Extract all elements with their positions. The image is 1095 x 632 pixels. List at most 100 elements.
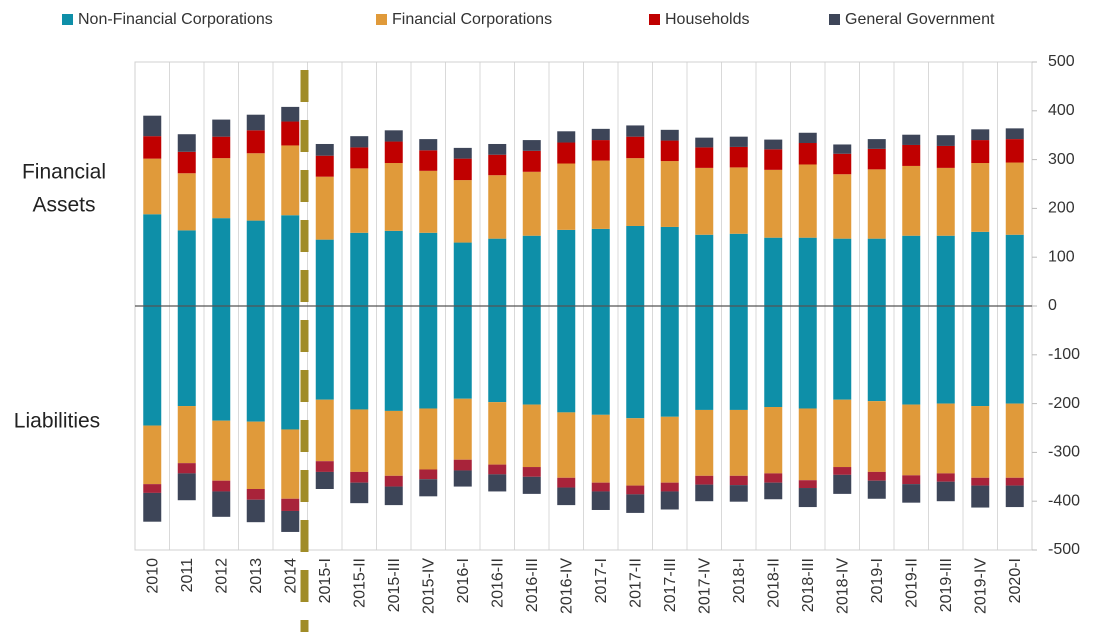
- bar-asset: [212, 119, 231, 137]
- bar-asset: [177, 134, 196, 152]
- bar-liability: [660, 306, 679, 417]
- bar-liability: [764, 482, 783, 500]
- bar-liability: [246, 306, 265, 422]
- x-tick-label: 2015-I: [317, 558, 334, 603]
- bar-asset: [971, 129, 990, 141]
- x-tick-label: 2017-II: [627, 558, 644, 608]
- bar-liability: [143, 484, 162, 493]
- y-tick-label: 0: [1048, 297, 1057, 314]
- bar-asset: [143, 214, 162, 306]
- bar-asset: [729, 136, 748, 147]
- bar-liability: [212, 480, 231, 492]
- x-tick-label: 2019-IV: [972, 558, 989, 614]
- y-tick-label: -500: [1048, 541, 1080, 558]
- bar-liability: [695, 409, 714, 476]
- bar-asset: [350, 136, 369, 148]
- x-tick-label: 2013: [248, 558, 265, 594]
- bar-liability: [522, 404, 541, 468]
- y-tick-label: -300: [1048, 444, 1080, 461]
- bar-liability: [798, 480, 817, 489]
- bar-asset: [281, 215, 300, 306]
- bar-liability: [177, 463, 196, 474]
- legend-label: General Government: [845, 11, 995, 28]
- x-tick-label: 2012: [213, 558, 230, 594]
- bar-asset: [453, 147, 472, 159]
- bar-asset: [419, 150, 438, 171]
- bar-asset: [695, 234, 714, 306]
- bar-asset: [557, 131, 576, 143]
- bar-liability: [971, 406, 990, 478]
- x-tick-label: 2018-IV: [834, 558, 851, 614]
- bar-asset: [591, 128, 610, 141]
- bar-liability: [143, 306, 162, 426]
- bar-liability: [453, 306, 472, 399]
- bar-liability: [488, 464, 507, 475]
- annotation: Liabilities: [14, 410, 100, 433]
- bar-liability: [281, 498, 300, 511]
- bar-asset: [971, 231, 990, 306]
- bar-asset: [591, 228, 610, 306]
- bar-asset: [729, 146, 748, 168]
- bar-asset: [798, 237, 817, 306]
- bar-asset: [246, 114, 265, 131]
- x-tick-label: 2019-II: [903, 558, 920, 608]
- x-tick-label: 2014: [282, 558, 299, 594]
- bar-asset: [557, 142, 576, 164]
- bar-liability: [281, 429, 300, 499]
- bar-liability: [695, 484, 714, 502]
- x-tick-label: 2011: [179, 558, 196, 593]
- x-tick-label: 2020-I: [1007, 558, 1024, 603]
- bar-asset: [936, 167, 955, 236]
- x-tick-label: 2019-I: [869, 558, 886, 603]
- bar-asset: [246, 220, 265, 306]
- bar-liability: [867, 471, 886, 481]
- bar-asset: [522, 150, 541, 172]
- bar-liability: [626, 494, 645, 513]
- bar-liability: [384, 306, 403, 411]
- bar-asset: [660, 226, 679, 306]
- bar-liability: [246, 499, 265, 523]
- x-tick-label: 2018-I: [731, 558, 748, 603]
- bar-asset: [591, 160, 610, 229]
- bar-liability: [591, 306, 610, 415]
- bar-asset: [833, 174, 852, 239]
- x-tick-label: 2016-I: [455, 558, 472, 603]
- bar-asset: [557, 229, 576, 306]
- bar-liability: [143, 492, 162, 522]
- bar-asset: [315, 143, 334, 156]
- bar-asset: [522, 235, 541, 306]
- bar-liability: [764, 407, 783, 474]
- bar-asset: [902, 235, 921, 306]
- y-tick-label: 300: [1048, 151, 1075, 168]
- bar-asset: [764, 237, 783, 306]
- legend-swatch: [649, 14, 660, 25]
- bar-liability: [936, 473, 955, 482]
- x-tick-label: 2010: [144, 558, 161, 594]
- bar-liability: [212, 306, 231, 421]
- bar-asset: [798, 164, 817, 238]
- bar-asset: [902, 144, 921, 166]
- bar-liability: [315, 306, 334, 400]
- bar-liability: [833, 467, 852, 475]
- bar-asset: [246, 130, 265, 154]
- bar-asset: [695, 147, 714, 168]
- bar-liability: [1005, 306, 1024, 404]
- y-tick-label: -100: [1048, 346, 1080, 363]
- x-tick-label: 2019-III: [938, 558, 955, 612]
- bar-asset: [384, 141, 403, 164]
- bar-liability: [315, 461, 334, 472]
- bar-asset: [350, 168, 369, 233]
- x-tick-label: 2016-II: [489, 558, 506, 608]
- bar-asset: [281, 106, 300, 122]
- bar-liability: [384, 486, 403, 506]
- bar-liability: [902, 404, 921, 476]
- bar-liability: [557, 477, 576, 488]
- y-tick-label: 400: [1048, 102, 1075, 119]
- bar-asset: [488, 175, 507, 239]
- bar-liability: [591, 482, 610, 492]
- legend-swatch: [829, 14, 840, 25]
- bar-liability: [833, 399, 852, 468]
- bar-asset: [281, 121, 300, 146]
- bar-liability: [212, 491, 231, 517]
- bar-liability: [764, 473, 783, 483]
